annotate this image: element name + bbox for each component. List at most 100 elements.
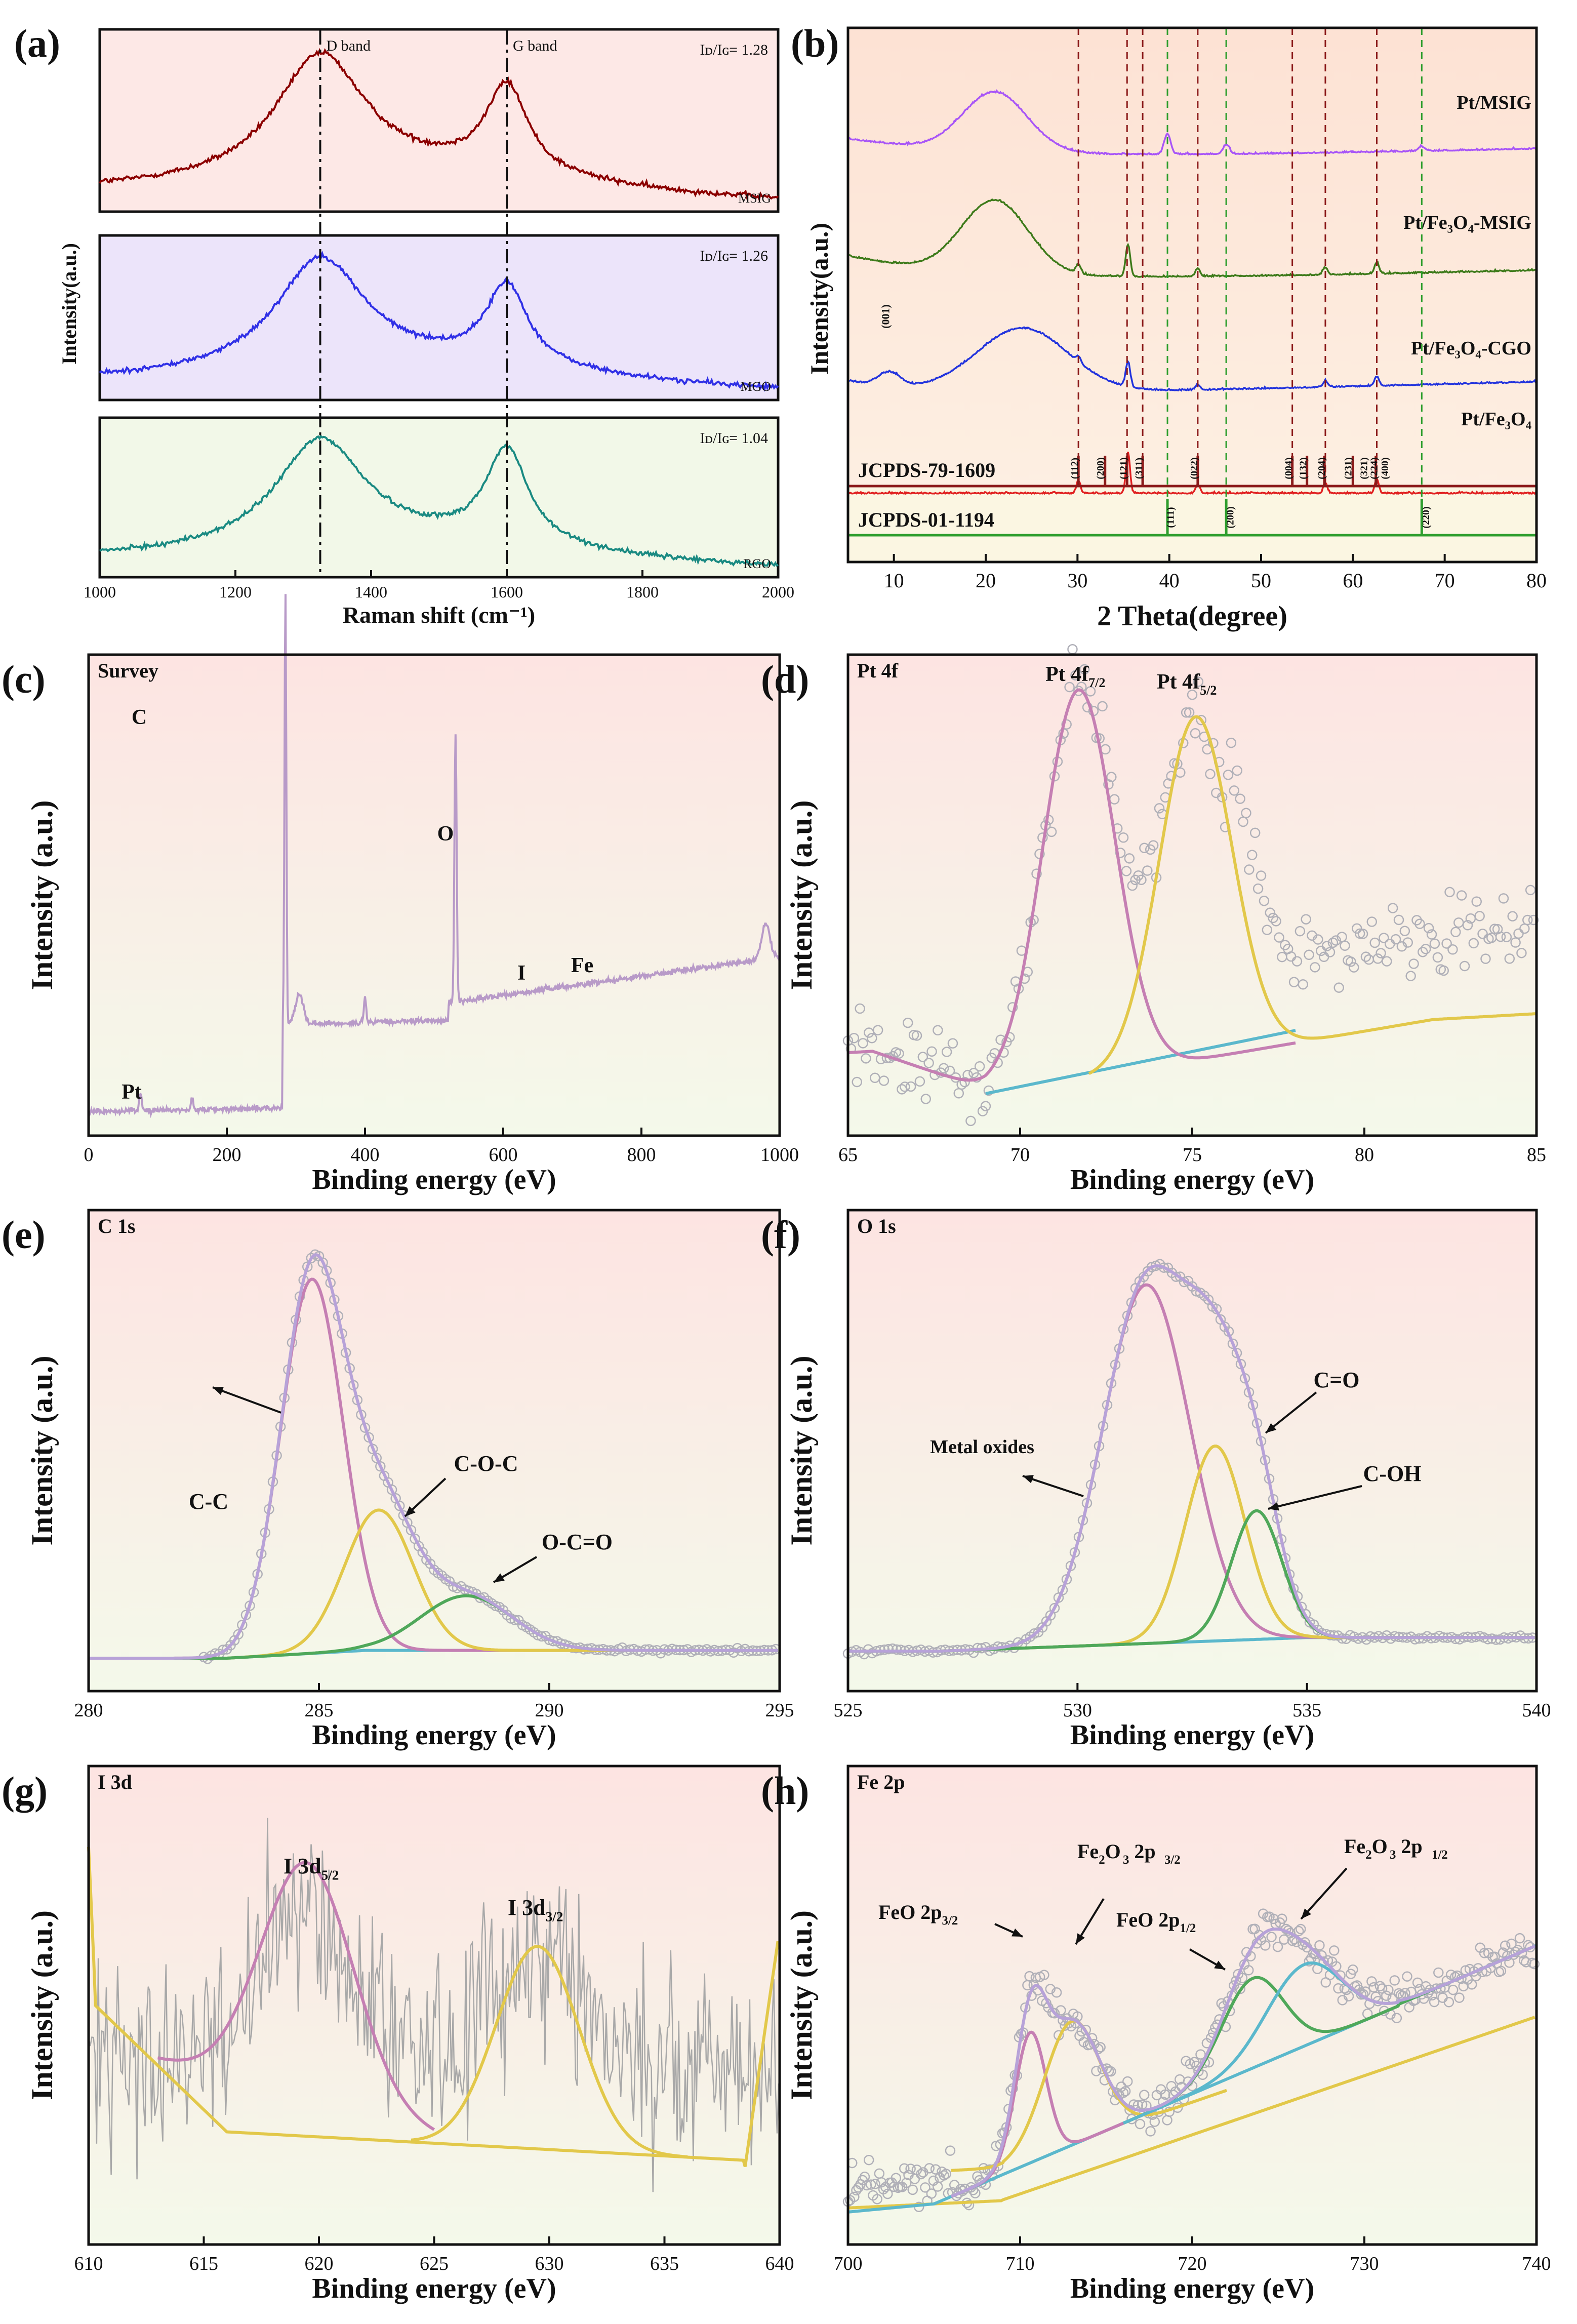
data-point	[1148, 840, 1159, 851]
data-point	[911, 1030, 922, 1041]
data-point	[233, 1629, 244, 1640]
data-point	[1383, 1984, 1394, 1995]
data-point	[1118, 832, 1129, 843]
panel-title: Fe 2p	[857, 1771, 905, 1793]
raman-subplot-mgo: Iᴅ/Iɢ= 1.26 MGO	[98, 234, 780, 402]
data-point	[1223, 770, 1234, 780]
data-point	[1300, 1937, 1310, 1948]
data-point	[1420, 943, 1431, 954]
data-point	[1039, 1970, 1049, 1980]
series-name: RGO	[743, 556, 771, 571]
data-point	[1343, 1991, 1354, 2001]
x-tick-label: 0	[84, 1144, 94, 1166]
x-tick-label: 710	[1006, 2253, 1035, 2274]
x-tick-label: 625	[420, 2253, 449, 2274]
arrow-head	[1268, 1502, 1279, 1511]
x-tick-label: 1800	[626, 583, 659, 601]
data-point	[1459, 960, 1470, 972]
data-point	[872, 1025, 883, 1035]
data-point	[1474, 911, 1485, 921]
hkl-label: (220)	[1421, 506, 1432, 528]
data-point	[1405, 971, 1416, 981]
data-point	[1504, 953, 1515, 964]
data-point	[1382, 956, 1392, 967]
x-tick-label: 1000	[84, 583, 116, 601]
plot-frame	[87, 1209, 781, 1693]
panel-title: Pt 4f	[857, 659, 899, 682]
data-point	[938, 1063, 949, 1074]
id-ig-ratio: Iᴅ/Iɢ= 1.28	[700, 42, 768, 58]
panel-label: (c)	[2, 657, 46, 701]
data-point	[1310, 962, 1320, 973]
data-point	[1124, 853, 1135, 864]
subplot-frame	[98, 234, 780, 402]
data-point	[1330, 935, 1342, 946]
component-label: 3 2p	[1390, 1835, 1423, 1862]
data-point	[1489, 924, 1500, 934]
x-axis-label: Binding energy (eV)	[312, 1164, 556, 1195]
panel-label: (e)	[2, 1213, 46, 1257]
component-label: C-O-C	[454, 1451, 518, 1476]
data-point	[1349, 962, 1359, 973]
data-point	[900, 1081, 910, 1092]
x-tick-label: 540	[1522, 1700, 1551, 1721]
x-tick-label: 80	[1526, 569, 1547, 592]
data-point	[1067, 644, 1078, 655]
x-axis-label: Raman shift (cm⁻¹)	[343, 602, 535, 628]
component-label: I 3d3/2	[508, 1895, 563, 1924]
data-point	[1409, 1634, 1421, 1645]
x-tick-label: 600	[489, 1144, 518, 1166]
data-point	[1522, 914, 1533, 926]
data-point	[1266, 1932, 1277, 1942]
data-point	[375, 1461, 386, 1472]
data-point	[867, 1032, 877, 1044]
raman-series-line	[99, 250, 779, 392]
data-point	[1276, 1913, 1287, 1924]
data-point	[1232, 765, 1242, 776]
y-axis-label: Intensity(a.u.)	[805, 223, 833, 375]
data-point	[852, 1076, 862, 1088]
component-label: Fe2O	[1344, 1835, 1388, 1862]
background-curve	[985, 1029, 1296, 1095]
data-point	[894, 1048, 904, 1059]
x-tick-label: 800	[627, 1144, 656, 1166]
hkl-label: (111)	[1165, 507, 1177, 528]
data-point	[1070, 670, 1081, 681]
data-point	[1310, 1949, 1321, 1959]
y-axis-label: Intensity (a.u.)	[785, 1910, 818, 2100]
data-point	[926, 1046, 937, 1057]
peak-label: Fe	[571, 954, 593, 977]
data-point	[1229, 785, 1240, 796]
x-axis-label: Binding energy (eV)	[1070, 2273, 1314, 2304]
data-point	[1057, 1585, 1068, 1595]
data-point	[1205, 769, 1216, 779]
x-axis-label: Binding energy (eV)	[1070, 1164, 1314, 1195]
data-point	[917, 1052, 928, 1062]
component-label: FeO 2p1/2	[1116, 1908, 1196, 1935]
data-point	[1528, 914, 1539, 926]
data-point	[1471, 896, 1482, 907]
x-tick-label: 530	[1063, 1700, 1092, 1721]
x-tick-label: 730	[1350, 2253, 1379, 2274]
data-point	[1145, 2126, 1156, 2137]
x-tick-label: 525	[834, 1700, 863, 1721]
y-axis-label: Intensity (a.u.)	[785, 1355, 818, 1545]
data-point	[970, 2188, 981, 2198]
raman-series-line	[99, 48, 779, 202]
x-tick-label: 615	[189, 2253, 218, 2274]
data-point	[1135, 2118, 1146, 2130]
data-point	[1260, 1940, 1271, 1951]
data-point	[1466, 1979, 1477, 1990]
data-point	[1121, 866, 1132, 876]
plot-background	[848, 655, 1536, 1136]
data-point	[941, 1047, 952, 1057]
data-point	[939, 2170, 949, 2181]
data-point	[1529, 1958, 1540, 1970]
data-point	[1049, 2008, 1060, 2019]
component-label: Pt 4f5/2	[1157, 670, 1217, 698]
data-point	[923, 1058, 934, 1068]
data-point	[849, 2191, 860, 2202]
xrd-series-line	[847, 89, 1538, 156]
y-axis-label: Intensity(a.u.)	[58, 243, 80, 365]
peak-label: C	[132, 706, 147, 729]
